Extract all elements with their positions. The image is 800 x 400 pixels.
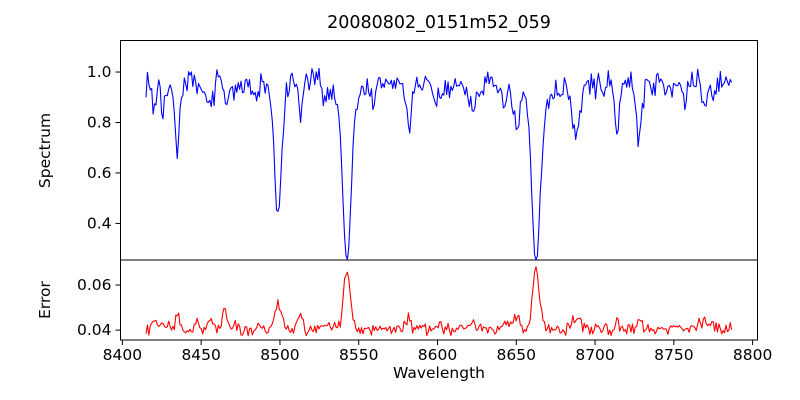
error-subplot: 0.04 0.06 8400 8450 8500 8550 8600 8650 8700 8750… bbox=[77, 259, 772, 364]
x-tick-label: 8650 bbox=[497, 346, 536, 364]
x-tick-label: 8750 bbox=[654, 346, 693, 364]
spectrum-line bbox=[145, 67, 733, 260]
x-tick-label: 8700 bbox=[575, 346, 614, 364]
y-tick-label: 0.4 bbox=[87, 214, 112, 232]
y-tick-label: 0.6 bbox=[87, 164, 112, 182]
chart-title: 20080802_0151m52_059 bbox=[327, 13, 551, 33]
x-axis-label: Wavelength bbox=[393, 364, 485, 382]
x-tick-label: 8450 bbox=[181, 346, 220, 364]
spectrum-y-axis-label: Spectrum bbox=[36, 113, 54, 188]
y-tick-label: 0.04 bbox=[77, 321, 112, 339]
y-tick-label: 1.0 bbox=[87, 63, 112, 81]
y-tick-label: 0.8 bbox=[87, 113, 112, 131]
error-line bbox=[145, 266, 733, 337]
error-y-axis-label: Error bbox=[36, 280, 54, 318]
x-tick-label: 8550 bbox=[339, 346, 378, 364]
x-tick-label: 8400 bbox=[103, 346, 142, 364]
x-tick-label: 8600 bbox=[418, 346, 457, 364]
y-tick-label: 0.06 bbox=[77, 276, 112, 294]
error-axes-frame bbox=[120, 259, 758, 341]
x-tick-label: 8500 bbox=[260, 346, 299, 364]
x-tick-label: 8800 bbox=[733, 346, 772, 364]
